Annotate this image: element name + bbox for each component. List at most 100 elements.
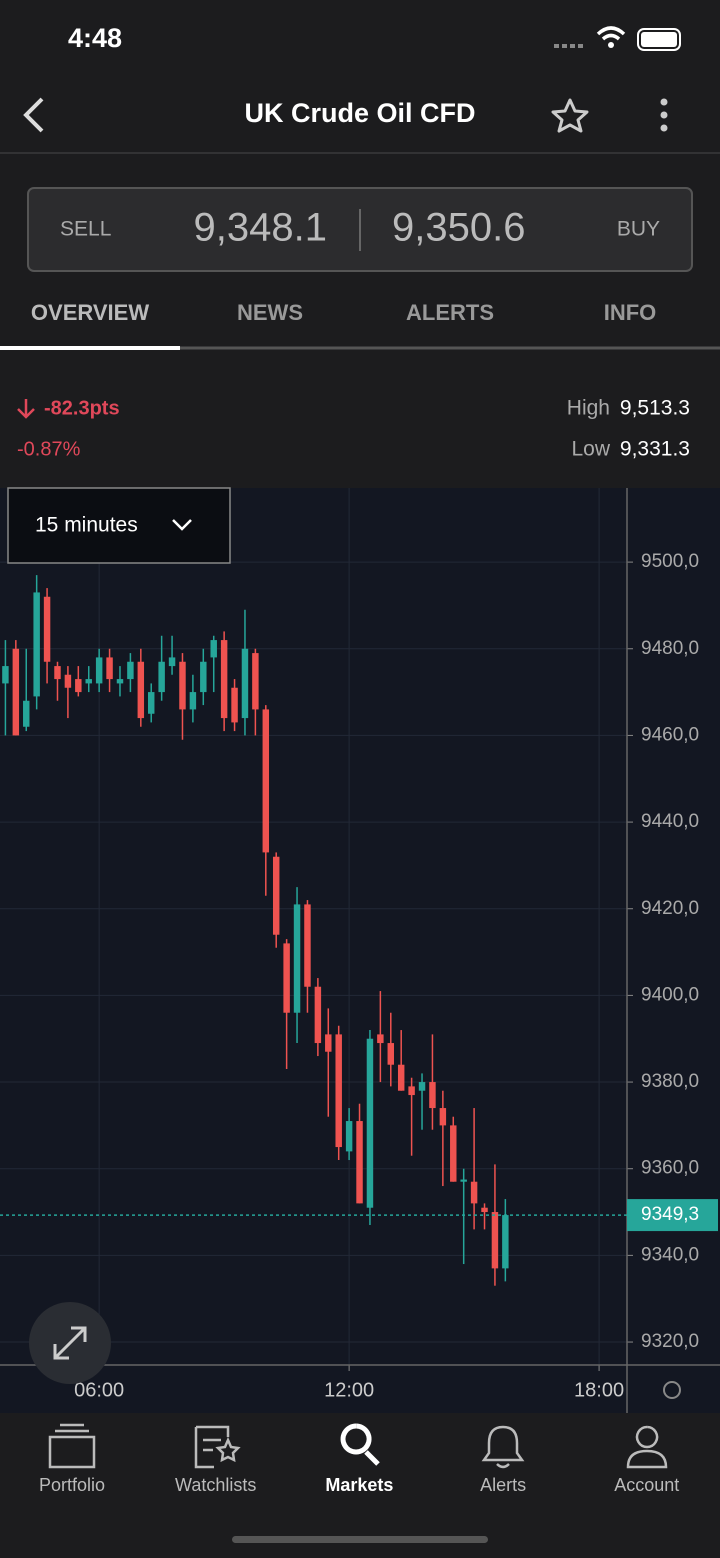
nav-label[interactable]: Markets	[325, 1475, 393, 1495]
nav-bar	[0, 1413, 720, 1558]
candle-body	[210, 640, 217, 658]
candle-body	[12, 648, 20, 736]
down-arrow	[17, 399, 35, 419]
page-title: UK Crude Oil CFD	[244, 98, 475, 128]
y-tick-label: 9380,0	[641, 1071, 699, 1092]
candle-body	[106, 657, 113, 680]
watchlists-icon	[194, 1425, 241, 1469]
tab[interactable]: NEWS	[237, 300, 303, 325]
last-price-label: 9349,3	[641, 1204, 699, 1225]
high-value: 9,513.3	[620, 397, 690, 420]
candle-body	[137, 661, 145, 719]
candle-body	[481, 1207, 488, 1213]
interval-selector[interactable]	[7, 487, 231, 564]
candle-body	[33, 592, 40, 697]
change-points: -82.3pts	[44, 397, 120, 419]
favorite-button[interactable]	[551, 98, 589, 133]
high-label: High	[567, 397, 610, 420]
candle-body	[85, 679, 92, 684]
candle-body	[220, 640, 228, 719]
tab[interactable]: OVERVIEW	[31, 300, 149, 325]
candle-body	[127, 661, 134, 680]
interval-chevron	[172, 519, 192, 531]
y-tick-label: 9340,0	[641, 1244, 699, 1265]
candle-body	[116, 679, 124, 684]
more-button[interactable]	[660, 98, 668, 132]
candle-body	[429, 1082, 436, 1109]
candle-body	[408, 1086, 415, 1096]
candle-body	[366, 1038, 374, 1208]
markets-icon	[340, 1423, 380, 1466]
candle-body	[335, 1034, 342, 1148]
y-tick-label: 9420,0	[641, 898, 699, 919]
x-tick-label: 18:00	[574, 1379, 624, 1401]
nav-label[interactable]: Portfolio	[39, 1475, 105, 1495]
alerts-icon	[481, 1425, 525, 1469]
candle-body	[377, 1034, 384, 1044]
status-time: 4:48	[68, 23, 122, 53]
fullscreen-icon	[53, 1326, 87, 1360]
y-tick-label: 9480,0	[641, 638, 699, 659]
candle-body	[439, 1108, 447, 1126]
candle-body	[450, 1125, 457, 1182]
battery	[637, 28, 681, 51]
candle-body	[148, 692, 155, 714]
candle-body	[304, 904, 311, 987]
candle-body	[283, 943, 290, 1013]
low-label: Low	[571, 438, 610, 461]
candle-body	[2, 666, 9, 684]
tab[interactable]: INFO	[604, 300, 657, 325]
candle-body	[491, 1212, 499, 1269]
y-tick-label: 9320,0	[641, 1331, 699, 1352]
wifi-dot	[608, 42, 614, 48]
candle-body	[272, 856, 280, 935]
candle-body	[54, 666, 61, 680]
candle-body	[356, 1121, 363, 1204]
candle-body	[75, 679, 82, 693]
sell-label[interactable]: SELL	[60, 218, 111, 241]
settings-icon[interactable]	[663, 1381, 681, 1399]
nav-label[interactable]: Alerts	[480, 1475, 526, 1495]
back-button[interactable]	[23, 97, 44, 133]
candle-body	[502, 1215, 509, 1269]
candle-body	[397, 1064, 405, 1091]
candle-body	[325, 1034, 332, 1052]
candle-body	[43, 596, 51, 662]
battery-level	[641, 32, 677, 47]
candle-body	[168, 657, 176, 667]
change-percent: -0.87%	[17, 438, 81, 460]
candle-body	[64, 674, 72, 688]
signal	[554, 44, 583, 48]
home-indicator	[232, 1536, 488, 1543]
interval-label[interactable]: 15 minutes	[35, 514, 138, 537]
tab[interactable]: ALERTS	[406, 300, 494, 325]
y-tick-label: 9500,0	[641, 551, 699, 572]
candle-body	[241, 648, 249, 719]
x-tick-label: 06:00	[74, 1379, 124, 1401]
candle-body	[418, 1082, 426, 1091]
candle-body	[470, 1181, 478, 1204]
candle-body	[189, 692, 197, 710]
candle-body	[252, 653, 259, 710]
nav-label[interactable]: Watchlists	[175, 1475, 256, 1495]
nav-label[interactable]: Account	[614, 1475, 679, 1495]
candle-body	[293, 904, 301, 1013]
candle-body	[23, 700, 30, 727]
wifi	[596, 26, 626, 41]
sell-price[interactable]: 9,348.1	[194, 206, 327, 250]
candle-body	[179, 661, 186, 710]
chart: 9320,0 9340,0 9360,0 9380,0 9400,0 9420,0 9440…	[0, 488, 720, 1413]
portfolio-icon	[48, 1423, 96, 1469]
y-tick-label: 9360,0	[641, 1158, 699, 1179]
candle-body	[460, 1179, 467, 1182]
x-tick-label: 12:00	[324, 1379, 374, 1401]
account-icon	[626, 1425, 668, 1469]
candle-body	[231, 687, 238, 723]
candle-body	[345, 1121, 353, 1152]
y-tick-label: 9400,0	[641, 984, 699, 1005]
candle-body	[387, 1043, 395, 1065]
buy-label[interactable]: BUY	[617, 218, 660, 241]
buy-price[interactable]: 9,350.6	[392, 206, 525, 250]
y-tick-label: 9460,0	[641, 724, 699, 745]
